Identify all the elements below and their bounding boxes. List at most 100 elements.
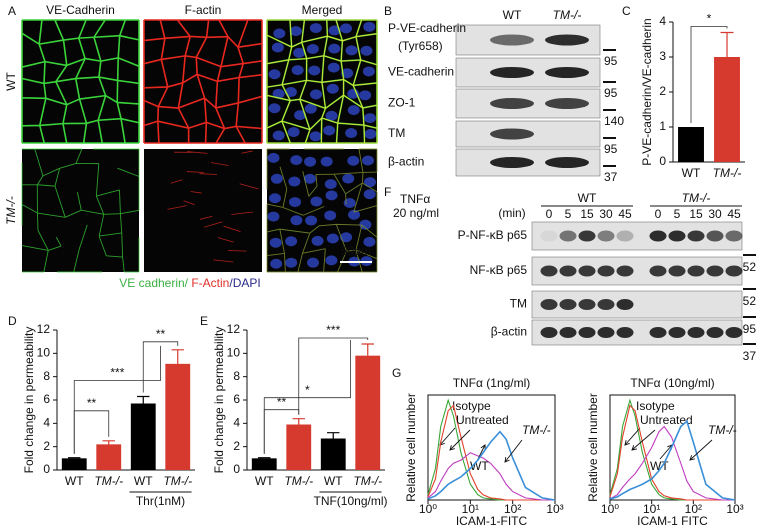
fiber bbox=[186, 171, 205, 173]
mw-marker-label: 95 bbox=[604, 142, 618, 156]
nucleus bbox=[309, 131, 322, 142]
micrograph bbox=[21, 148, 140, 273]
nucleus bbox=[270, 173, 283, 184]
y-tick-label: 0 bbox=[659, 154, 666, 168]
column-title: VE-Cadherin bbox=[46, 3, 115, 17]
nucleus bbox=[364, 129, 377, 140]
panel-letter: E bbox=[200, 314, 208, 328]
bar bbox=[96, 444, 122, 470]
blot-f-band bbox=[687, 327, 705, 338]
dose-label: 20 ng/ml bbox=[393, 206, 439, 220]
nucleus bbox=[304, 103, 317, 114]
row-label: WT bbox=[4, 72, 18, 91]
blot-f-band bbox=[616, 299, 634, 310]
x-tick-label: TM-/- bbox=[713, 166, 742, 180]
nucleus bbox=[293, 47, 306, 58]
nucleus bbox=[310, 89, 323, 100]
y-tick-label: 10 bbox=[37, 346, 51, 360]
blot-f-band bbox=[578, 327, 596, 338]
nucleus bbox=[345, 45, 358, 56]
nucleus bbox=[308, 65, 321, 76]
y-tick-label: 4 bbox=[659, 14, 666, 28]
fiber bbox=[239, 183, 259, 190]
chart-title: TNFα (10ng/ml) bbox=[630, 376, 714, 390]
time-label: 5 bbox=[565, 207, 572, 221]
nucleus bbox=[290, 215, 303, 226]
fiber bbox=[211, 162, 229, 166]
nucleus bbox=[363, 113, 376, 124]
x-tick-label: 10⁰ bbox=[601, 502, 619, 516]
blot-b-band bbox=[490, 98, 534, 109]
bar bbox=[320, 438, 346, 470]
y-tick-label: 12 bbox=[227, 322, 241, 336]
fiber bbox=[183, 200, 195, 206]
series-label: TM-/- bbox=[522, 423, 551, 437]
series-label: TM-/- bbox=[708, 423, 737, 437]
time-label: 0 bbox=[546, 207, 553, 221]
series-label: Isotype bbox=[636, 399, 675, 413]
time-label: 45 bbox=[727, 207, 741, 221]
micrograph bbox=[144, 149, 262, 272]
nucleus bbox=[273, 28, 286, 39]
significance-label: ** bbox=[87, 396, 97, 410]
mw-marker-label: 95 bbox=[743, 322, 757, 336]
panel-letter: F bbox=[384, 185, 391, 199]
nucleus bbox=[294, 110, 307, 121]
bar bbox=[165, 363, 191, 470]
blot-f-band bbox=[687, 265, 705, 277]
mw-marker-label: 52 bbox=[743, 260, 757, 274]
nucleus bbox=[289, 26, 302, 37]
bar bbox=[61, 458, 87, 470]
nucleus bbox=[271, 42, 284, 53]
y-tick-label: 3 bbox=[659, 49, 666, 63]
blot-b-band bbox=[545, 98, 589, 109]
nucleus bbox=[342, 173, 355, 184]
nucleus bbox=[328, 43, 341, 54]
error-bar bbox=[68, 457, 81, 459]
fiber bbox=[204, 221, 223, 228]
fiber bbox=[213, 259, 234, 263]
y-axis-label: Fold change in permeability bbox=[212, 327, 226, 474]
time-label: 5 bbox=[674, 207, 681, 221]
nucleus bbox=[359, 90, 372, 101]
chart-title: TNFα (1ng/ml) bbox=[453, 376, 531, 390]
label-arrowhead bbox=[631, 445, 637, 451]
nucleus bbox=[341, 68, 354, 79]
group-label: TNF(10ng/ml) bbox=[313, 494, 387, 508]
group-label: TM-/- bbox=[682, 191, 711, 205]
error-bar bbox=[720, 31, 734, 57]
micrograph bbox=[266, 19, 378, 144]
nucleus bbox=[285, 257, 298, 268]
lane-label: TM-/- bbox=[553, 8, 582, 22]
x-tick-label: 10¹ bbox=[643, 502, 660, 516]
blot-f-band bbox=[578, 230, 596, 242]
cell-border bbox=[21, 148, 140, 273]
time-label: 45 bbox=[618, 207, 632, 221]
group-label: WT bbox=[578, 191, 597, 205]
y-tick-label: 12 bbox=[37, 322, 51, 336]
nucleus bbox=[347, 155, 360, 166]
column-title: Merged bbox=[302, 3, 343, 17]
series-label: Untreated bbox=[640, 413, 693, 427]
fiber bbox=[167, 205, 187, 210]
blot-f-band bbox=[725, 327, 743, 338]
significance-label: * bbox=[707, 12, 712, 26]
label-arrow bbox=[689, 439, 713, 461]
nucleus bbox=[343, 198, 356, 209]
fiber bbox=[227, 250, 247, 252]
nucleus bbox=[307, 257, 320, 268]
blot-b-band bbox=[490, 157, 534, 168]
nucleus bbox=[267, 152, 280, 163]
blot-f-band bbox=[706, 327, 724, 338]
nucleus bbox=[310, 196, 323, 207]
nucleus bbox=[311, 235, 324, 246]
label-arrow bbox=[439, 427, 456, 446]
significance-label: *** bbox=[326, 323, 340, 337]
blot-row-note: (Tyr658) bbox=[398, 39, 443, 53]
bar bbox=[714, 57, 740, 162]
series-label: WT bbox=[650, 459, 669, 473]
nucleus bbox=[291, 65, 304, 76]
blot-f-band bbox=[597, 299, 615, 310]
nucleus bbox=[269, 237, 282, 248]
